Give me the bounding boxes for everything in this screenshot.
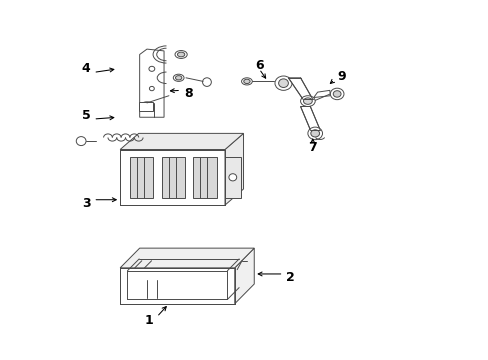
Text: 8: 8 — [184, 87, 192, 100]
Ellipse shape — [149, 86, 154, 91]
Ellipse shape — [303, 98, 312, 104]
Text: 3: 3 — [81, 197, 90, 210]
Polygon shape — [139, 102, 153, 111]
Ellipse shape — [332, 91, 340, 97]
Ellipse shape — [300, 96, 315, 107]
Ellipse shape — [175, 76, 182, 80]
Text: 6: 6 — [254, 59, 263, 72]
Text: 9: 9 — [337, 69, 346, 82]
Polygon shape — [313, 90, 330, 98]
Ellipse shape — [149, 66, 155, 71]
Ellipse shape — [307, 127, 322, 140]
Ellipse shape — [202, 78, 211, 86]
Polygon shape — [234, 248, 254, 304]
Polygon shape — [300, 107, 320, 130]
Bar — [130, 157, 153, 198]
Text: 1: 1 — [145, 314, 154, 327]
Text: 5: 5 — [81, 109, 90, 122]
Polygon shape — [120, 268, 234, 304]
Ellipse shape — [310, 130, 319, 137]
Polygon shape — [120, 248, 254, 268]
Polygon shape — [140, 49, 163, 117]
Ellipse shape — [274, 76, 291, 90]
Ellipse shape — [143, 104, 151, 109]
Bar — [224, 157, 240, 198]
Polygon shape — [288, 78, 312, 99]
Ellipse shape — [228, 174, 236, 181]
Text: 7: 7 — [308, 141, 317, 154]
Ellipse shape — [241, 78, 252, 85]
Ellipse shape — [330, 88, 343, 100]
Bar — [161, 157, 184, 198]
Polygon shape — [120, 149, 224, 205]
Text: 4: 4 — [81, 62, 90, 75]
Ellipse shape — [175, 50, 187, 58]
Ellipse shape — [177, 52, 184, 57]
Ellipse shape — [278, 79, 288, 87]
Polygon shape — [224, 134, 243, 205]
Ellipse shape — [76, 136, 86, 145]
Polygon shape — [120, 134, 243, 149]
Bar — [193, 157, 216, 198]
Text: 2: 2 — [286, 271, 295, 284]
Ellipse shape — [244, 79, 249, 84]
Ellipse shape — [173, 74, 183, 81]
